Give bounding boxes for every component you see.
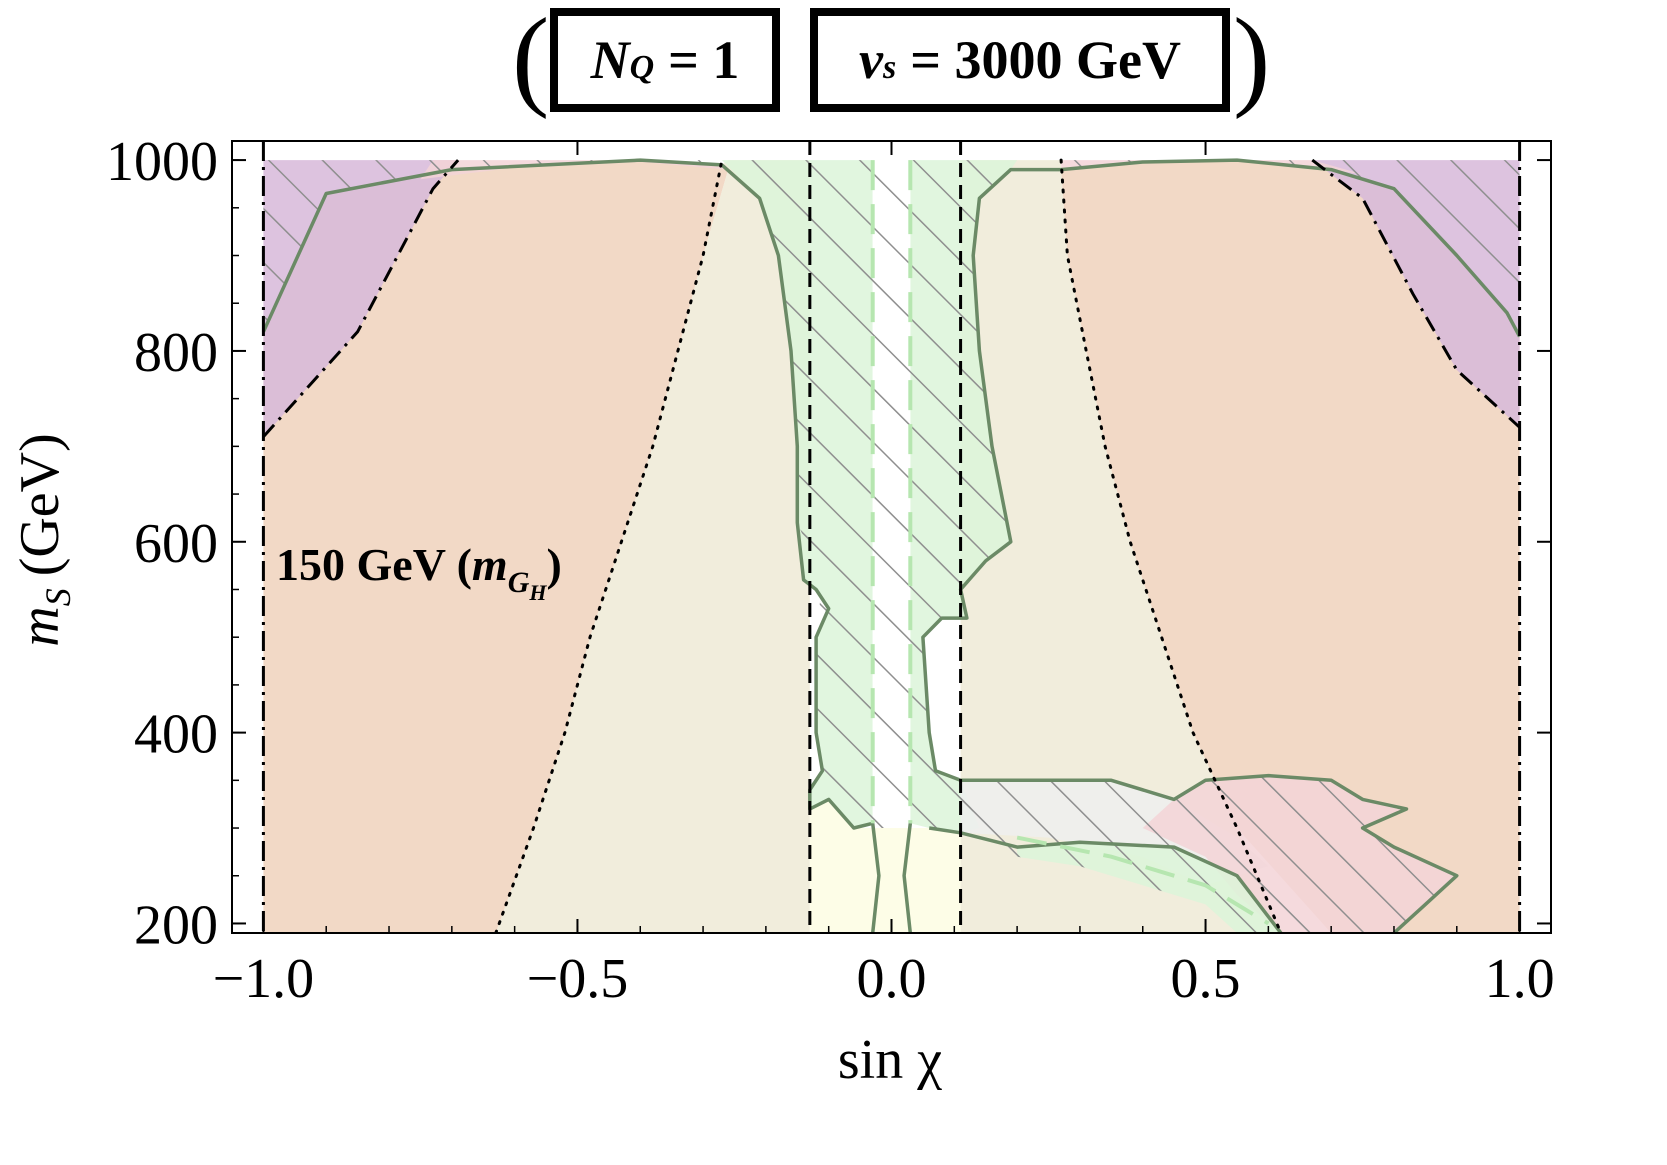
x-axis-title-text: sin χ — [838, 1029, 942, 1091]
annotation-label: 150 GeV (mGH) — [276, 539, 562, 605]
dashdot-dashdot-left — [262, 159, 460, 438]
y-axis-symbol: m — [9, 606, 71, 646]
x-tick-label: 0.5 — [1171, 948, 1241, 1010]
axes-layer: −1.0 −0.5 0.0 0.5 1.0 200 400 600 800 1000 — [106, 131, 1555, 1010]
hatched-hatch-top-right — [1061, 160, 1520, 337]
region-beige-right — [960, 160, 1281, 933]
y-tick-label: 400 — [134, 704, 218, 766]
x-axis-title: sin χ — [838, 1029, 942, 1091]
y-tick-label: 200 — [134, 894, 218, 956]
boundary-contour-center-bottom-r — [902, 823, 913, 933]
annotation-subsubscript: H — [528, 580, 547, 605]
vs-value: = 3000 GeV — [910, 30, 1181, 90]
nq-value: = 1 — [668, 30, 740, 90]
x-tick-label: −0.5 — [527, 948, 629, 1010]
annotation-symbol: m — [472, 539, 508, 590]
hatched-hatch-lower-right — [960, 775, 1457, 933]
dashdot-dashdot-right — [1311, 158, 1521, 429]
annotation-close: ) — [546, 539, 561, 590]
y-axis-title: mS (GeV) — [9, 433, 78, 647]
y-tick-label: 800 — [134, 322, 218, 384]
x-tick-label: −1.0 — [213, 948, 315, 1010]
y-axis-title-text: mS (GeV) — [9, 433, 78, 647]
y-axis-subscript: S — [38, 588, 78, 606]
boundary-contour-top-right — [921, 158, 1522, 933]
region-beige-left — [495, 160, 810, 933]
vs-symbol: v — [859, 30, 883, 90]
x-tick-label: 0.0 — [857, 948, 927, 1010]
dotted-dotted-left — [494, 158, 724, 933]
region-orange-right — [1061, 160, 1520, 933]
lines-layer — [261, 141, 1522, 933]
y-tick-label: 1000 — [106, 131, 218, 193]
dotted-dotted-right — [1059, 158, 1283, 933]
annotation-subscript: G — [508, 566, 530, 599]
left-parenthesis: ( — [512, 0, 550, 120]
region-purple-top-left — [263, 160, 459, 437]
y-axis-unit: (GeV) — [9, 433, 71, 576]
annotation-text: 150 GeV ( — [276, 539, 472, 590]
nq-subscript: Q — [629, 49, 655, 86]
region-orange-left — [263, 160, 729, 933]
hatched-hatch-center — [721, 160, 1018, 833]
hatched-hatch-top-left — [263, 160, 729, 332]
x-tick-label: 1.0 — [1485, 948, 1555, 1010]
region-yellow-center — [809, 799, 961, 933]
vs-subscript: s — [882, 49, 897, 86]
right-parenthesis: ) — [1233, 0, 1271, 120]
nq-symbol: N — [590, 30, 630, 90]
boundary-contour-center-bottom — [870, 823, 881, 933]
light-dashed-lg-lower-right — [1016, 835, 1270, 926]
y-tick-label: 600 — [134, 513, 218, 575]
regions-layer — [263, 160, 1520, 933]
